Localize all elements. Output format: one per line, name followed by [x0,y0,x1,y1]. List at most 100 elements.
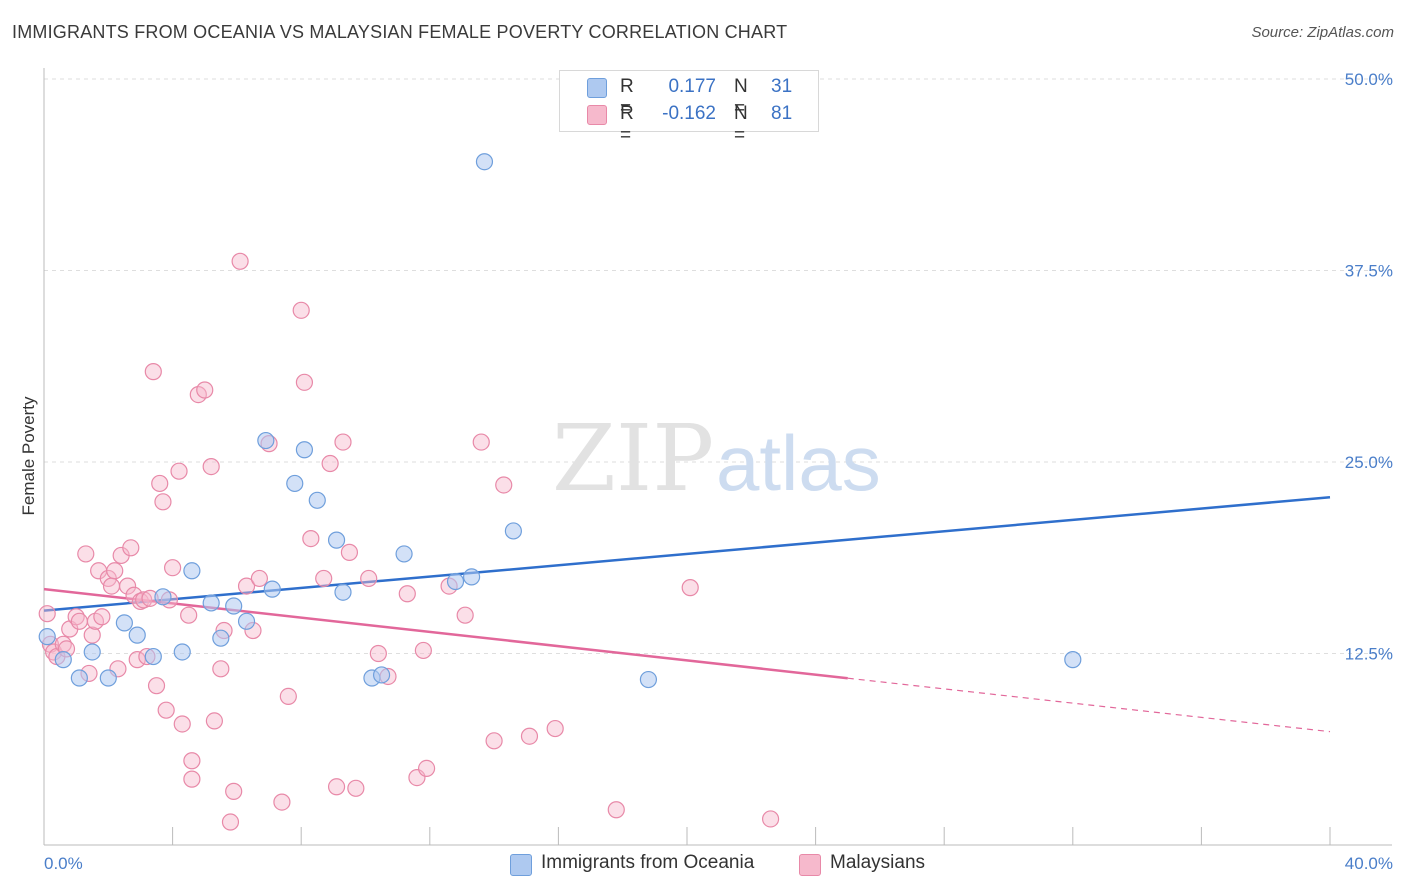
source-label: Source: ZipAtlas.com [1251,24,1394,41]
data-point-malaysians [202,457,220,476]
data-point-oceania [54,651,72,669]
series-legend: Immigrants from Oceania Malaysians [0,852,1406,878]
data-point-malaysians [118,577,137,595]
data-point-malaysians [273,793,291,811]
legend-n-label: N = [734,76,748,119]
y-tick-label: 12.5% [1345,645,1393,664]
y-axis-label: Female Poverty [19,396,38,516]
data-point-oceania [202,594,220,612]
legend-label-oceania: Immigrants from Oceania [541,852,755,873]
data-point-malaysians [237,577,256,595]
data-point-malaysians [250,569,269,588]
data-point-malaysians [183,752,201,770]
data-point-malaysians [520,727,539,745]
data-point-malaysians [369,644,387,663]
watermark-zip: ZIP [552,405,714,512]
data-point-oceania [308,491,326,509]
data-point-malaysians [135,591,153,609]
trend-line-malaysians [43,587,848,680]
legend-swatch-malaysians [587,105,607,125]
grid-lines [44,78,1392,654]
data-point-oceania [327,531,346,549]
data-point-oceania [395,545,413,563]
x-tick-label: 40.0% [1345,854,1393,873]
watermark-atlas: atlas [716,419,881,507]
data-point-malaysians [292,301,310,319]
legend-label-malaysians: Malaysians [830,852,926,873]
legend-n-value: 31 [771,76,793,97]
data-point-malaysians [321,454,339,473]
data-point-malaysians [398,585,416,603]
y-tick-label: 50.0% [1345,70,1393,89]
data-point-malaysians [183,770,201,788]
data-point-malaysians [144,363,162,381]
data-point-malaysians [125,586,143,604]
data-point-malaysians [302,529,320,548]
data-point-malaysians [151,474,169,493]
data-point-malaysians [231,252,249,270]
data-point-oceania [257,431,275,450]
data-point-malaysians [83,626,101,644]
data-point-oceania [372,666,391,684]
data-point-oceania [173,643,191,661]
data-point-malaysians [225,782,243,800]
data-point-malaysians [681,579,699,597]
data-point-malaysians [417,759,436,778]
data-point-oceania [144,647,162,666]
legend-r-label: R = [620,103,634,146]
legend-swatch-oceania [587,78,607,98]
data-point-malaysians [164,559,182,577]
data-point-malaysians [173,715,191,733]
data-point-oceania [475,153,494,171]
data-point-malaysians [279,687,297,705]
data-point-malaysians [147,677,166,695]
data-point-oceania [83,643,101,661]
legend-n-label: N = [734,103,748,146]
data-point-malaysians [122,539,140,557]
data-point-malaysians [315,569,333,588]
data-point-malaysians [340,543,359,561]
data-point-malaysians [295,373,314,391]
data-point-malaysians [414,641,432,660]
y-tick-label: 25.0% [1345,453,1393,472]
data-point-malaysians [67,608,85,626]
data-point-malaysians [180,606,198,624]
data-point-malaysians [546,719,564,738]
data-point-oceania [1064,651,1082,669]
data-point-malaysians [360,569,378,588]
data-point-malaysians [347,779,365,797]
data-point-oceania [212,629,230,647]
legend-r-value: 0.177 [668,76,716,97]
data-point-malaysians [102,577,121,595]
data-point-oceania [99,669,117,687]
data-point-oceania [334,583,352,601]
data-point-malaysians [472,433,490,451]
legend-swatch-oceania [510,854,532,876]
data-point-malaysians [38,605,56,623]
data-point-malaysians [205,712,223,730]
data-point-oceania [115,614,133,632]
data-point-oceania [154,588,172,606]
data-point-oceania [504,522,522,540]
data-point-malaysians [196,381,214,399]
data-point-oceania [263,580,281,598]
trend-line-malaysians-dashed [847,677,1331,733]
data-point-oceania [38,628,56,646]
data-point-malaysians [327,778,346,796]
data-point-malaysians [93,608,111,626]
stats-legend: R = 0.177 N = 31 R = -0.162 N = 81 [559,70,819,146]
y-tick-label: 37.5% [1345,262,1393,281]
data-point-malaysians [70,612,88,630]
data-point-oceania [70,669,88,687]
data-point-malaysians [456,606,474,624]
data-point-oceania [183,562,201,580]
x-tick-label: 0.0% [44,854,83,873]
legend-r-label: R = [620,76,634,119]
malaysians-points [38,252,780,831]
data-point-oceania [295,441,314,459]
data-point-malaysians [212,660,230,678]
data-point-malaysians [170,462,188,480]
data-point-oceania [225,597,243,615]
watermark: ZIP atlas [552,405,881,512]
